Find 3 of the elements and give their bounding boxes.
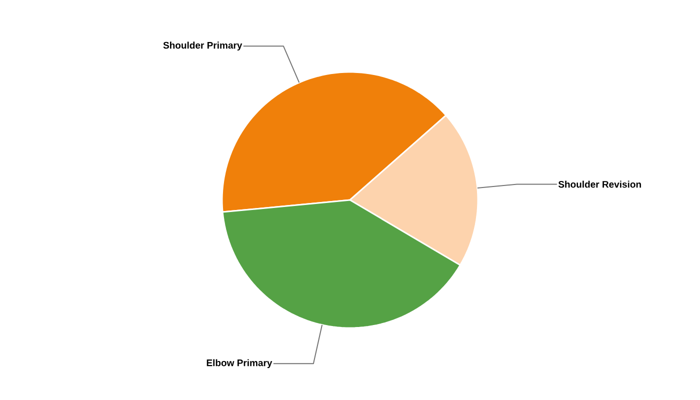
slice-label: Shoulder Primary [163, 42, 242, 51]
slice-label: Elbow Primary [206, 359, 272, 368]
slice-label: Shoulder Revision [558, 180, 641, 188]
